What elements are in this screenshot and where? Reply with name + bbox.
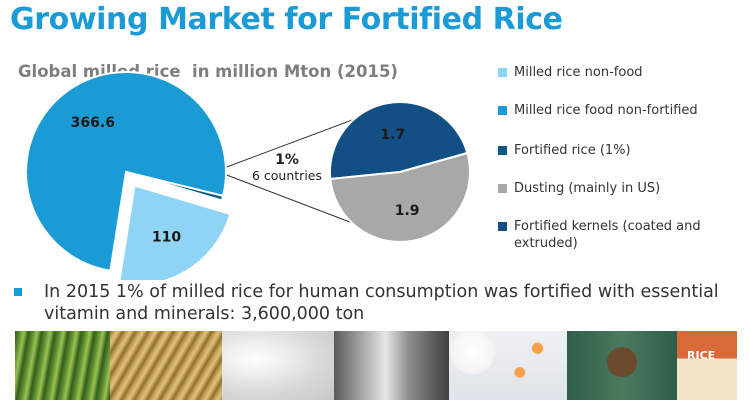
- slice-label: 1.7: [380, 127, 405, 143]
- note-text: In 2015 1% of milled rice for human cons…: [44, 282, 719, 324]
- rice-field-photo: [15, 331, 110, 400]
- extruder-machine-photo: [334, 331, 449, 400]
- legend-swatch: [498, 146, 507, 155]
- pie-slice: [329, 101, 469, 181]
- slice-label: 366.6: [71, 115, 115, 131]
- legend-swatch: [498, 222, 507, 231]
- legend-label: Milled rice non-food: [514, 65, 643, 80]
- page-title: Growing Market for Fortified Rice: [10, 2, 563, 37]
- legend-swatch: [498, 68, 507, 77]
- white-rice-grains-photo: [222, 331, 334, 400]
- annotation-percent: 1%: [275, 152, 299, 168]
- fortified-kernels-photo: [449, 331, 567, 400]
- pie-slice: [118, 184, 232, 280]
- rice-stalks-photo: [110, 331, 222, 400]
- slice-label: 110: [152, 229, 181, 245]
- rice-bag-label: RICE: [687, 349, 716, 362]
- detail-pie-chart: 1.7 1.9: [329, 101, 471, 243]
- legend-swatch: [498, 106, 507, 115]
- legend-label: Fortified kernels (coated and extruded): [514, 219, 701, 251]
- pie-slice: [25, 71, 227, 272]
- annotation-countries: 6 countries: [252, 168, 322, 183]
- photo-strip: RICE: [15, 331, 737, 400]
- legend-label: Milled rice food non-fortified: [514, 103, 698, 118]
- chart-title: Global milled rice in million Mton (2015…: [18, 62, 398, 81]
- legend-label: Dusting (mainly in US): [514, 181, 661, 196]
- pie-slice: [125, 171, 225, 202]
- pie-charts: 110 366.6 1.7 1.9 1% 6 countries: [25, 71, 471, 280]
- rice-bag-photo: RICE: [677, 331, 737, 400]
- pie-slice: [329, 151, 471, 243]
- child-eating-photo: [567, 331, 677, 400]
- main-pie-chart: 110 366.6: [25, 71, 232, 280]
- legend-swatch: [498, 184, 507, 193]
- legend-label: Fortified rice (1%): [514, 143, 631, 158]
- slice-label: 1.9: [395, 203, 420, 219]
- bullet-icon: [14, 288, 22, 296]
